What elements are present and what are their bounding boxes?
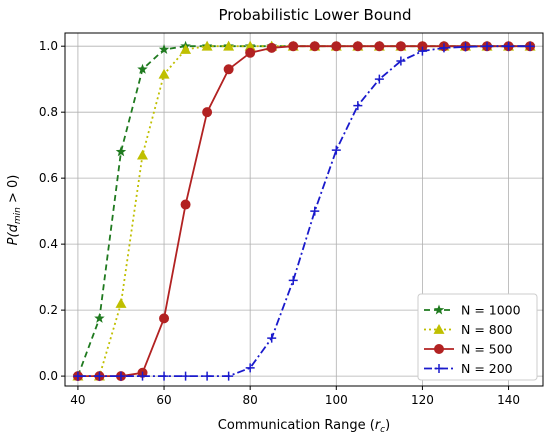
series-line (77, 45, 531, 378)
data-point (267, 333, 277, 343)
data-point (288, 275, 298, 285)
y-tick-label: 0.6 (39, 171, 58, 185)
data-point (309, 41, 320, 52)
data-point (331, 145, 341, 155)
data-point (180, 199, 191, 210)
y-axis-label: P(dmin > 0) (6, 175, 23, 246)
data-point (158, 44, 170, 54)
legend-entry: N = 1000 (424, 303, 521, 318)
data-point (158, 68, 170, 79)
data-point (94, 371, 104, 381)
data-point (525, 41, 535, 51)
x-tick-label: 60 (156, 393, 171, 407)
data-point (482, 41, 492, 51)
data-point (202, 107, 213, 118)
legend-marker (433, 324, 445, 334)
legend-box (417, 293, 538, 381)
data-point (223, 40, 235, 51)
data-point (181, 371, 191, 381)
series-3 (73, 41, 535, 381)
data-point (245, 363, 255, 373)
data-point (94, 312, 105, 323)
x-tick-label: 100 (325, 393, 348, 407)
legend: N = 1000 N = 800 N = 500 N = 200 (417, 293, 538, 381)
data-point (223, 64, 234, 75)
data-point (137, 63, 148, 74)
data-point (115, 298, 127, 308)
x-tick-label: 120 (411, 393, 434, 407)
x-tick-label: 40 (70, 393, 85, 407)
data-point (245, 47, 256, 58)
data-point (266, 42, 277, 53)
data-point (138, 371, 148, 381)
data-point (396, 56, 406, 66)
data-point (374, 41, 385, 52)
data-point (180, 43, 192, 54)
data-point (201, 40, 213, 51)
series-line (77, 45, 531, 378)
legend-marker (433, 304, 445, 315)
y-tick-label: 0.4 (39, 237, 58, 251)
legend-entry: N = 800 (424, 322, 513, 337)
data-point (244, 40, 256, 51)
data-point (460, 42, 470, 52)
data-point (353, 101, 363, 111)
chart-title: Probabilistic Lower Bound (218, 6, 411, 24)
legend-marker (434, 364, 444, 373)
data-point (137, 149, 149, 160)
y-tick-label: 0.2 (39, 303, 58, 317)
axis-ticks: 40 60 80 100 120 140 0.0 0.2 0.4 0.6 0.8 1.0 (39, 39, 520, 407)
data-point (159, 313, 170, 324)
data-point (504, 41, 514, 51)
x-tick-label: 140 (497, 393, 520, 407)
data-point (352, 41, 363, 52)
data-point (331, 41, 342, 52)
legend-label: N = 200 (461, 361, 513, 376)
data-point (115, 146, 127, 157)
legend-marker (434, 344, 444, 354)
legend-label: N = 1000 (461, 303, 521, 318)
data-point (73, 371, 83, 381)
data-point (116, 371, 126, 381)
data-point (439, 43, 449, 53)
y-tick-label: 0.8 (39, 105, 58, 119)
data-point (202, 371, 212, 381)
x-tick-label: 80 (243, 393, 258, 407)
plot-frame (64, 32, 544, 387)
data-point (159, 371, 169, 381)
data-point (417, 46, 427, 56)
data-point (224, 371, 234, 381)
legend-label: N = 800 (461, 322, 513, 337)
data-point (395, 41, 406, 52)
y-tick-label: 1.0 (39, 39, 58, 53)
data-point (288, 41, 299, 52)
legend-entry: N = 200 (424, 361, 513, 376)
series-layer (72, 40, 536, 382)
legend-entry: N = 500 (424, 342, 513, 357)
x-axis-label: Communication Range (rc) (218, 418, 390, 435)
legend-label: N = 500 (461, 342, 513, 357)
y-tick-label: 0.0 (39, 369, 58, 383)
data-point (310, 206, 320, 216)
data-point (374, 74, 384, 84)
